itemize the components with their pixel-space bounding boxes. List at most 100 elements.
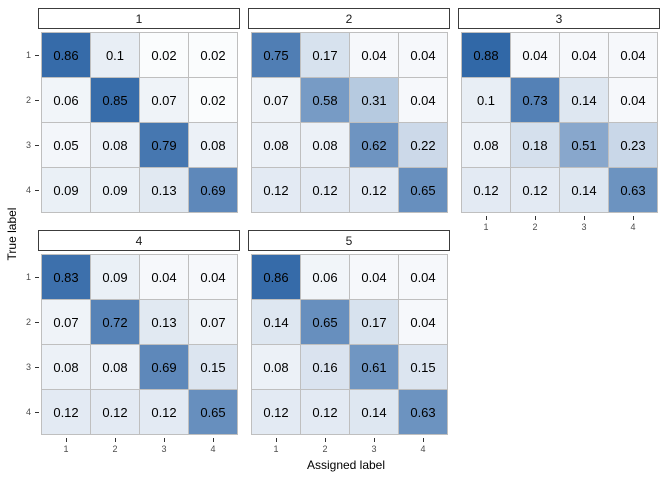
facet-strip: 5: [248, 230, 450, 251]
y-tick-mark: [35, 412, 39, 413]
matrix-cell: 0.73: [511, 78, 559, 122]
y-tick-label: 4: [25, 185, 31, 195]
matrix-cell: 0.13: [140, 168, 188, 212]
matrix-cell: 0.04: [399, 300, 447, 344]
matrix-cell: 0.15: [189, 345, 237, 389]
matrix-cell: 0.04: [140, 255, 188, 299]
matrix-cell: 0.04: [350, 255, 398, 299]
matrix-cell: 0.88: [462, 33, 510, 77]
matrix-cell: 0.65: [399, 168, 447, 212]
matrix-cell: 0.58: [301, 78, 349, 122]
facet-strip-label: 3: [555, 11, 563, 26]
matrix-cell: 0.08: [91, 345, 139, 389]
matrix-cell: 0.12: [301, 168, 349, 212]
matrix-cell: 0.04: [609, 33, 657, 77]
matrix-cell: 0.04: [399, 33, 447, 77]
matrix-cell: 0.04: [609, 78, 657, 122]
matrix-cell: 0.1: [91, 33, 139, 77]
x-tick-mark: [325, 438, 326, 442]
x-tick-mark: [535, 216, 536, 220]
x-tick-mark: [115, 438, 116, 442]
x-axis-title: Assigned label: [306, 458, 386, 472]
matrix-cell: 0.83: [42, 255, 90, 299]
x-tick-label: 3: [581, 222, 587, 232]
matrix-cell: 0.51: [560, 123, 608, 167]
matrix: 0.83 0.09 0.04 0.04 0.07 0.72 0.13 0.07 0.08 0.08…: [41, 254, 238, 435]
y-tick-label: 1: [25, 272, 31, 282]
matrix-cell: 0.06: [42, 78, 90, 122]
matrix-cell: 0.17: [301, 33, 349, 77]
x-tick-mark: [584, 216, 585, 220]
matrix-cell: 0.1: [462, 78, 510, 122]
matrix-cell: 0.12: [252, 168, 300, 212]
matrix-cell: 0.61: [350, 345, 398, 389]
matrix-cell: 0.86: [42, 33, 90, 77]
y-tick-mark: [35, 145, 39, 146]
x-tick-mark: [213, 438, 214, 442]
matrix-cell: 0.72: [91, 300, 139, 344]
matrix-cell: 0.14: [350, 390, 398, 434]
y-tick-mark: [35, 100, 39, 101]
facet-strip-label: 2: [345, 11, 353, 26]
matrix-cell: 0.09: [42, 168, 90, 212]
matrix-cell: 0.12: [301, 390, 349, 434]
x-tick-label: 2: [532, 222, 538, 232]
y-tick-label: 3: [25, 362, 31, 372]
matrix-cell: 0.08: [462, 123, 510, 167]
x-tick-label: 1: [63, 444, 69, 454]
x-tick-label: 2: [112, 444, 118, 454]
y-tick-label: 4: [25, 407, 31, 417]
matrix-cell: 0.07: [252, 78, 300, 122]
y-tick-label: 2: [25, 95, 31, 105]
matrix: 0.86 0.06 0.04 0.04 0.14 0.65 0.17 0.04 0.08 0.16…: [251, 254, 448, 435]
matrix-cell: 0.08: [252, 123, 300, 167]
x-tick-mark: [276, 438, 277, 442]
matrix-cell: 0.02: [189, 33, 237, 77]
y-tick-label: 3: [25, 140, 31, 150]
matrix-cell: 0.86: [252, 255, 300, 299]
matrix-cell: 0.85: [91, 78, 139, 122]
y-tick-label: 2: [25, 317, 31, 327]
matrix-cell: 0.04: [189, 255, 237, 299]
x-tick-mark: [633, 216, 634, 220]
x-tick-label: 3: [161, 444, 167, 454]
matrix-cell: 0.04: [560, 33, 608, 77]
matrix-cell: 0.65: [189, 390, 237, 434]
x-tick-label: 3: [371, 444, 377, 454]
x-tick-label: 4: [210, 444, 216, 454]
matrix-cell: 0.02: [140, 33, 188, 77]
y-axis-title: True label: [5, 207, 19, 261]
facet-strip-label: 4: [135, 233, 143, 248]
matrix-cell: 0.12: [140, 390, 188, 434]
x-tick-mark: [66, 438, 67, 442]
matrix-cell: 0.12: [462, 168, 510, 212]
matrix-cell: 0.18: [511, 123, 559, 167]
matrix-cell: 0.62: [350, 123, 398, 167]
matrix-cell: 0.02: [189, 78, 237, 122]
matrix-cell: 0.69: [140, 345, 188, 389]
matrix-cell: 0.07: [140, 78, 188, 122]
matrix-cell: 0.16: [301, 345, 349, 389]
x-tick-label: 1: [483, 222, 489, 232]
matrix-cell: 0.12: [42, 390, 90, 434]
matrix-cell: 0.15: [399, 345, 447, 389]
matrix-cell: 0.07: [42, 300, 90, 344]
x-tick-label: 2: [322, 444, 328, 454]
y-tick-mark: [35, 367, 39, 368]
matrix-cell: 0.69: [189, 168, 237, 212]
matrix-cell: 0.12: [350, 168, 398, 212]
matrix-cell: 0.09: [91, 255, 139, 299]
matrix: 0.75 0.17 0.04 0.04 0.07 0.58 0.31 0.04 0.08 0.08…: [251, 32, 448, 213]
matrix-cell: 0.07: [189, 300, 237, 344]
matrix-cell: 0.09: [91, 168, 139, 212]
matrix-cell: 0.08: [42, 345, 90, 389]
y-tick-mark: [35, 322, 39, 323]
facet-strip-label: 1: [135, 11, 143, 26]
matrix-cell: 0.05: [42, 123, 90, 167]
matrix-cell: 0.17: [350, 300, 398, 344]
x-tick-mark: [423, 438, 424, 442]
facet-strip: 4: [38, 230, 240, 251]
matrix-cell: 0.04: [511, 33, 559, 77]
matrix-cell: 0.63: [609, 168, 657, 212]
